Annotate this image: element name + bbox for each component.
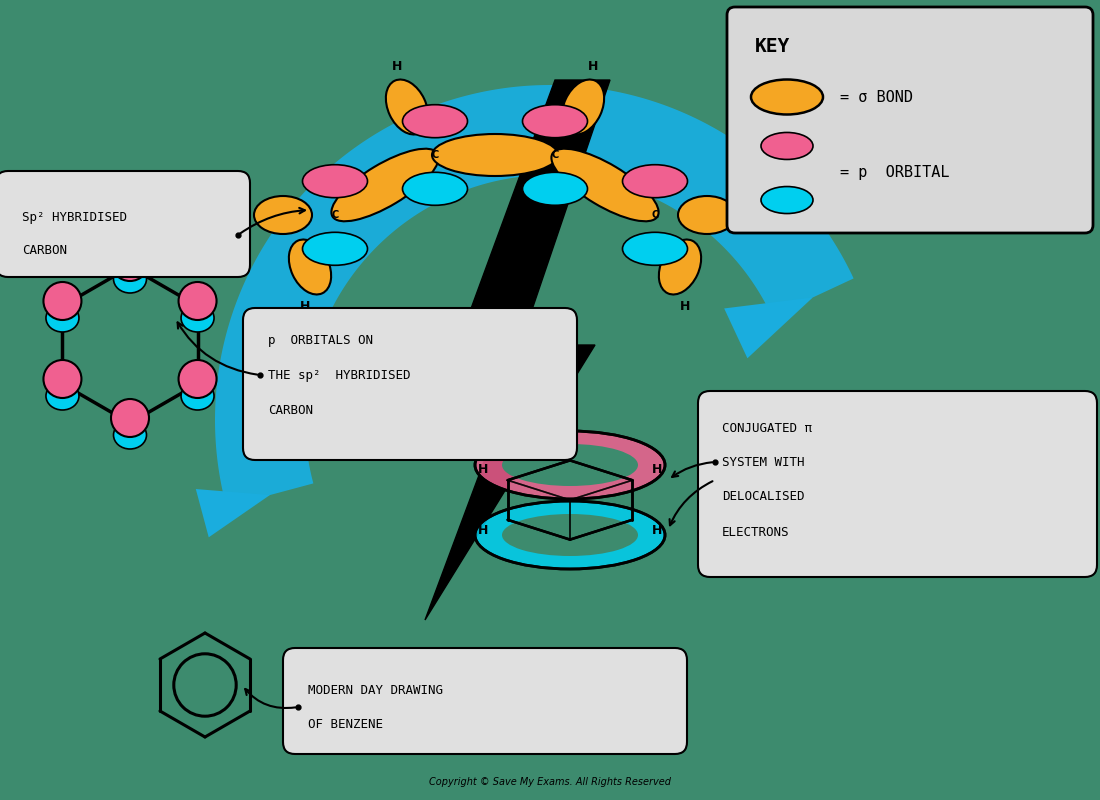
Ellipse shape bbox=[522, 172, 587, 206]
Ellipse shape bbox=[46, 382, 79, 410]
Ellipse shape bbox=[623, 232, 688, 266]
Text: H: H bbox=[587, 61, 598, 74]
Polygon shape bbox=[196, 489, 270, 538]
Text: SYSTEM WITH: SYSTEM WITH bbox=[722, 455, 804, 469]
FancyBboxPatch shape bbox=[698, 391, 1097, 577]
Ellipse shape bbox=[432, 134, 558, 176]
Text: = σ BOND: = σ BOND bbox=[840, 90, 913, 105]
Ellipse shape bbox=[254, 196, 312, 234]
Ellipse shape bbox=[178, 282, 217, 320]
Ellipse shape bbox=[182, 304, 214, 332]
Ellipse shape bbox=[44, 360, 81, 398]
Polygon shape bbox=[425, 80, 610, 620]
Ellipse shape bbox=[302, 232, 367, 266]
Text: CARBON: CARBON bbox=[268, 403, 313, 417]
Text: H: H bbox=[651, 524, 662, 538]
Ellipse shape bbox=[502, 514, 638, 556]
Text: KEY: KEY bbox=[755, 37, 790, 56]
FancyBboxPatch shape bbox=[0, 171, 250, 277]
Text: Sp² HYBRIDISED: Sp² HYBRIDISED bbox=[22, 211, 126, 225]
Text: = p  ORBITAL: = p ORBITAL bbox=[840, 166, 949, 181]
Ellipse shape bbox=[111, 399, 148, 437]
Ellipse shape bbox=[403, 172, 467, 206]
FancyBboxPatch shape bbox=[243, 308, 578, 460]
Text: ELECTRONS: ELECTRONS bbox=[722, 526, 790, 538]
Ellipse shape bbox=[751, 79, 823, 114]
Ellipse shape bbox=[623, 165, 688, 198]
Text: C: C bbox=[331, 210, 339, 220]
Text: C: C bbox=[551, 150, 559, 160]
Text: H: H bbox=[742, 206, 754, 219]
Text: Copyright © Save My Exams. All Rights Reserved: Copyright © Save My Exams. All Rights Re… bbox=[429, 777, 671, 787]
Text: C: C bbox=[651, 210, 659, 220]
Ellipse shape bbox=[475, 431, 666, 499]
Ellipse shape bbox=[178, 360, 217, 398]
Text: DELOCALISED: DELOCALISED bbox=[722, 490, 804, 503]
Ellipse shape bbox=[113, 265, 146, 293]
Ellipse shape bbox=[302, 165, 367, 198]
Ellipse shape bbox=[659, 239, 701, 294]
Text: OF BENZENE: OF BENZENE bbox=[308, 718, 383, 730]
Ellipse shape bbox=[502, 444, 638, 486]
Text: H: H bbox=[478, 462, 488, 476]
Ellipse shape bbox=[182, 382, 214, 410]
Ellipse shape bbox=[761, 133, 813, 159]
Text: H: H bbox=[236, 206, 248, 219]
Ellipse shape bbox=[44, 282, 81, 320]
Ellipse shape bbox=[551, 149, 659, 222]
Polygon shape bbox=[214, 85, 854, 506]
Ellipse shape bbox=[113, 421, 146, 449]
Polygon shape bbox=[724, 298, 813, 358]
Text: H: H bbox=[680, 301, 690, 314]
Ellipse shape bbox=[403, 105, 467, 138]
Text: H: H bbox=[392, 61, 403, 74]
FancyBboxPatch shape bbox=[727, 7, 1093, 233]
Ellipse shape bbox=[761, 186, 813, 214]
Text: MODERN DAY DRAWING: MODERN DAY DRAWING bbox=[308, 683, 443, 697]
Ellipse shape bbox=[331, 149, 439, 222]
Ellipse shape bbox=[562, 79, 604, 134]
Ellipse shape bbox=[289, 239, 331, 294]
Ellipse shape bbox=[111, 243, 148, 281]
Text: H: H bbox=[478, 524, 488, 538]
Text: C: C bbox=[431, 150, 439, 160]
Text: CARBON: CARBON bbox=[22, 243, 67, 257]
Text: CONJUGATED π: CONJUGATED π bbox=[722, 422, 812, 434]
Text: p  ORBITALS ON: p ORBITALS ON bbox=[268, 334, 373, 346]
Ellipse shape bbox=[386, 79, 428, 134]
Ellipse shape bbox=[678, 196, 736, 234]
Ellipse shape bbox=[46, 304, 79, 332]
Text: H: H bbox=[300, 301, 310, 314]
Ellipse shape bbox=[522, 105, 587, 138]
Text: H: H bbox=[651, 462, 662, 476]
Ellipse shape bbox=[475, 501, 666, 569]
Text: THE sp²  HYBRIDISED: THE sp² HYBRIDISED bbox=[268, 369, 410, 382]
FancyBboxPatch shape bbox=[283, 648, 688, 754]
